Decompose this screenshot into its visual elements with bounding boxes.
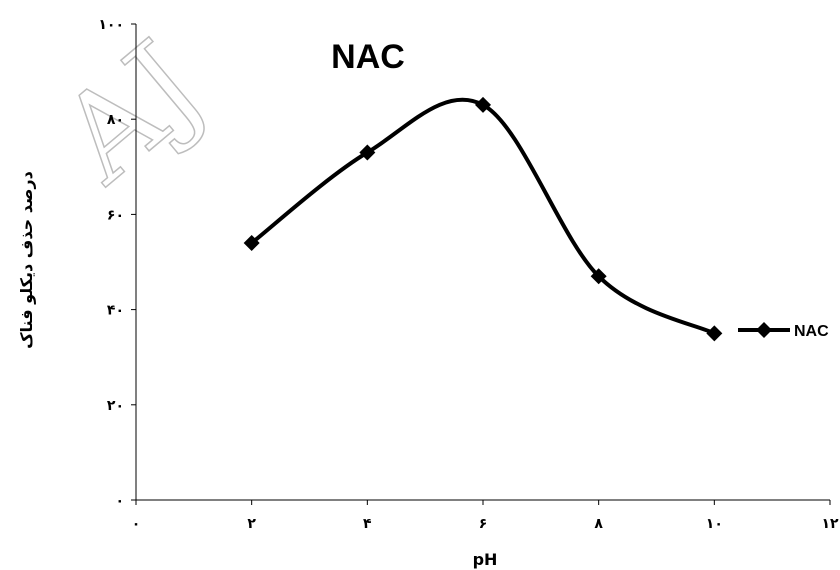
- y-tick-label: ۶۰: [107, 207, 124, 223]
- x-axis-label: pH: [473, 550, 498, 569]
- watermark-text: AJ: [35, 16, 228, 210]
- x-tick-label: ۰: [132, 516, 141, 532]
- x-tick-label: ۱۰: [706, 516, 723, 532]
- y-tick-label: ۰: [115, 493, 124, 509]
- x-tick-label: ۴: [363, 516, 372, 532]
- data-point: [359, 144, 376, 161]
- chart-title: NAC: [331, 38, 405, 76]
- y-tick-label: ۸۰: [107, 112, 124, 128]
- y-axis-label: درصد حذف دیکلو فناک: [17, 171, 36, 349]
- y-tick-label: ۴۰: [107, 303, 124, 319]
- x-tick-label: ۸: [594, 516, 603, 532]
- axes: ۰ ۲۰ ۴۰ ۶۰ ۸۰ ۱۰۰ ۰ ۲ ۴ ۶ ۸ ۱۰ ۱۲: [98, 17, 839, 532]
- plot-area: [243, 96, 723, 342]
- data-point: [243, 234, 260, 251]
- x-tick-label: ۶: [479, 516, 488, 532]
- legend-marker: [756, 322, 772, 338]
- data-point: [590, 268, 607, 285]
- y-tick-label: ۲۰: [107, 398, 124, 414]
- x-tick-label: ۲: [247, 516, 256, 532]
- legend-label: NAC: [794, 323, 829, 340]
- x-tick-label: ۱۲: [821, 516, 839, 532]
- legend: NAC: [738, 322, 829, 340]
- y-tick-label: ۱۰۰: [98, 17, 124, 33]
- series-line: [250, 97, 716, 336]
- data-point: [475, 96, 491, 113]
- data-point: [706, 325, 723, 342]
